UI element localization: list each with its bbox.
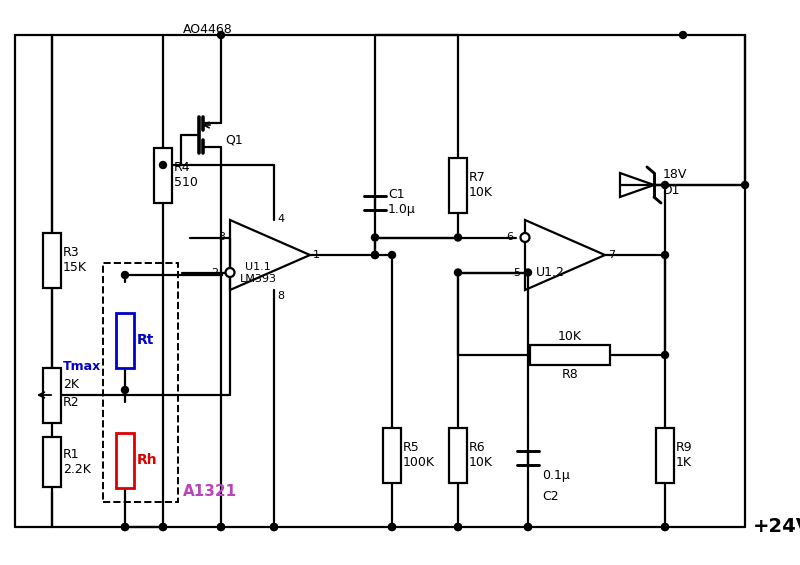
Text: 8: 8 [277,291,284,301]
Circle shape [159,162,166,168]
Text: 10K: 10K [558,331,582,344]
Text: 2K: 2K [63,379,79,392]
Text: R2: R2 [63,397,80,410]
Text: R8: R8 [562,368,578,381]
Bar [43,233,61,288]
Circle shape [454,524,462,531]
Circle shape [521,233,530,242]
Text: 7: 7 [608,250,615,260]
Text: 4: 4 [277,214,284,224]
Bar [103,263,178,502]
Circle shape [218,32,225,38]
Text: R9
1K: R9 1K [676,441,693,469]
Circle shape [122,386,129,393]
Bar [154,147,172,202]
Text: R4
510: R4 510 [174,161,198,189]
Circle shape [122,524,129,531]
Text: 6: 6 [506,233,513,242]
Circle shape [662,524,669,531]
Text: 3: 3 [218,233,225,242]
Circle shape [371,234,378,241]
Bar [43,437,61,487]
Circle shape [218,524,225,531]
Circle shape [159,524,166,531]
Text: Q1: Q1 [225,133,242,146]
Text: Tmax: Tmax [63,360,102,373]
Circle shape [389,251,395,259]
Text: 2: 2 [211,267,218,277]
Circle shape [270,524,278,531]
Circle shape [270,524,278,531]
Text: R5
100K: R5 100K [403,441,435,469]
Circle shape [122,524,129,531]
Circle shape [371,251,378,259]
Bar [530,345,610,365]
Bar [116,312,134,367]
Bar [449,158,467,212]
Circle shape [371,251,378,259]
Circle shape [662,524,669,531]
Text: C1
1.0μ: C1 1.0μ [388,189,416,216]
Text: 5: 5 [513,267,520,277]
Circle shape [679,32,686,38]
Circle shape [454,524,462,531]
Bar [383,428,401,483]
Text: Rh: Rh [137,453,158,467]
Text: R3
15K: R3 15K [63,246,87,274]
Text: U1.1
LM393: U1.1 LM393 [239,262,277,284]
Text: R1
2.2K: R1 2.2K [63,448,91,476]
Circle shape [389,524,395,531]
Circle shape [525,524,531,531]
Circle shape [389,524,395,531]
Bar [449,428,467,483]
Circle shape [662,251,669,259]
Circle shape [122,272,129,279]
Text: R6
10K: R6 10K [469,441,493,469]
Text: 0.1μ: 0.1μ [542,468,570,481]
Bar [43,367,61,423]
Text: Rt: Rt [137,333,154,347]
Circle shape [454,234,462,241]
Circle shape [662,181,669,189]
Text: 18V: 18V [663,168,687,181]
Text: U1.2: U1.2 [535,267,565,280]
Circle shape [226,268,234,277]
Text: +24V: +24V [753,518,800,537]
Bar [656,428,674,483]
Circle shape [662,351,669,359]
Circle shape [218,524,225,531]
Text: D1: D1 [663,184,681,197]
Circle shape [525,524,531,531]
Circle shape [525,269,531,276]
Text: 1: 1 [313,250,320,260]
Text: AO4468: AO4468 [183,23,233,36]
Circle shape [454,269,462,276]
Bar [116,432,134,488]
Text: R7
10K: R7 10K [469,171,493,199]
Text: A1321: A1321 [183,485,237,499]
Circle shape [159,524,166,531]
Text: C2: C2 [542,490,558,503]
Circle shape [742,181,749,189]
